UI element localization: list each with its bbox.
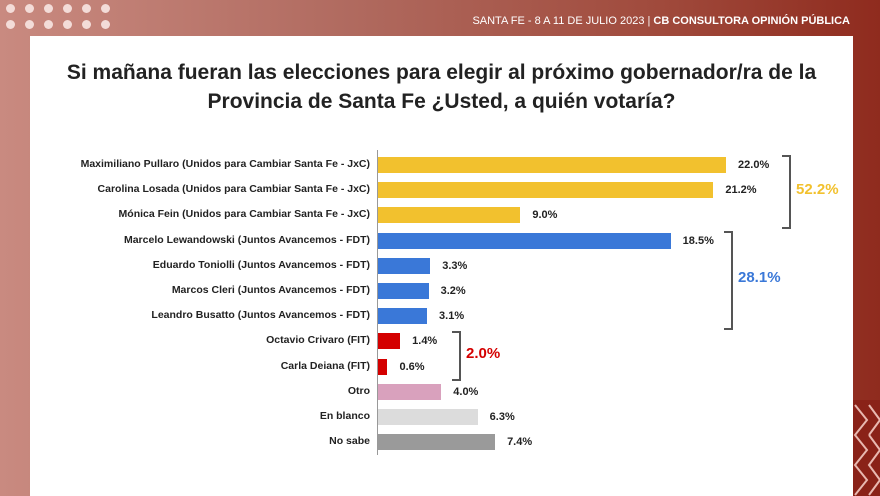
decorative-dots xyxy=(6,4,111,29)
category-label: En blanco xyxy=(319,410,370,422)
value-label: 7.4% xyxy=(507,436,533,449)
bar xyxy=(378,434,496,451)
category-label: Marcos Cleri (Juntos Avancemos - FDT) xyxy=(171,284,370,296)
category-label: No sabe xyxy=(329,435,370,448)
bar xyxy=(378,409,478,425)
header-source: SANTA FE - 8 A 11 DE JULIO 2023 | CB CON… xyxy=(472,15,850,27)
group-total-label: 28.1% xyxy=(738,269,781,287)
value-label: 1.4% xyxy=(412,335,438,348)
category-label: Eduardo Toniolli (Juntos Avancemos - FDT… xyxy=(152,258,370,271)
category-label: Leandro Busatto (Juntos Avancemos - FDT) xyxy=(151,309,370,322)
category-label: Carla Deiana (FIT) xyxy=(280,359,370,372)
bar xyxy=(378,333,401,350)
group-bracket xyxy=(452,331,461,381)
category-label: Octavio Crivaro (FIT) xyxy=(266,334,370,347)
bar xyxy=(378,157,727,173)
value-label: 22.0% xyxy=(738,159,770,171)
value-label: 3.1% xyxy=(439,310,465,323)
group-total-label: 2.0% xyxy=(466,345,501,362)
value-label: 18.5% xyxy=(682,234,714,247)
value-label: 6.3% xyxy=(489,411,515,423)
category-label: Mónica Fein (Unidos para Cambiar Santa F… xyxy=(118,208,370,221)
header-date: SANTA FE - 8 A 11 DE JULIO 2023 | xyxy=(472,15,654,27)
bar xyxy=(378,257,431,274)
value-label: 3.3% xyxy=(442,259,468,272)
bar xyxy=(378,207,521,224)
bar xyxy=(378,182,714,199)
category-label: Carolina Losada (Unidos para Cambiar San… xyxy=(97,183,370,196)
category-label: Otro xyxy=(347,384,370,397)
group-bracket xyxy=(724,230,733,331)
value-label: 0.6% xyxy=(399,360,425,373)
bar xyxy=(378,358,388,375)
value-label: 9.0% xyxy=(532,209,558,222)
value-label: 21.2% xyxy=(725,184,757,197)
value-label: 3.2% xyxy=(440,285,466,297)
value-label: 4.0% xyxy=(453,385,479,398)
y-axis xyxy=(377,150,378,455)
category-label: Maximiliano Pullaro (Unidos para Cambiar… xyxy=(80,158,370,170)
group-bracket xyxy=(782,155,791,230)
zigzag-decoration xyxy=(853,400,880,496)
category-label: Marcelo Lewandowski (Juntos Avancemos - … xyxy=(123,233,370,246)
header-brand: CB CONSULTORA OPINIÓN PÚBLICA xyxy=(653,15,850,27)
bar xyxy=(378,232,671,249)
bar xyxy=(378,283,429,299)
bar xyxy=(378,308,428,325)
bar xyxy=(378,383,442,400)
chart-title: Si mañana fueran las elecciones para ele… xyxy=(66,61,817,113)
group-total-label: 52.2% xyxy=(796,181,839,199)
